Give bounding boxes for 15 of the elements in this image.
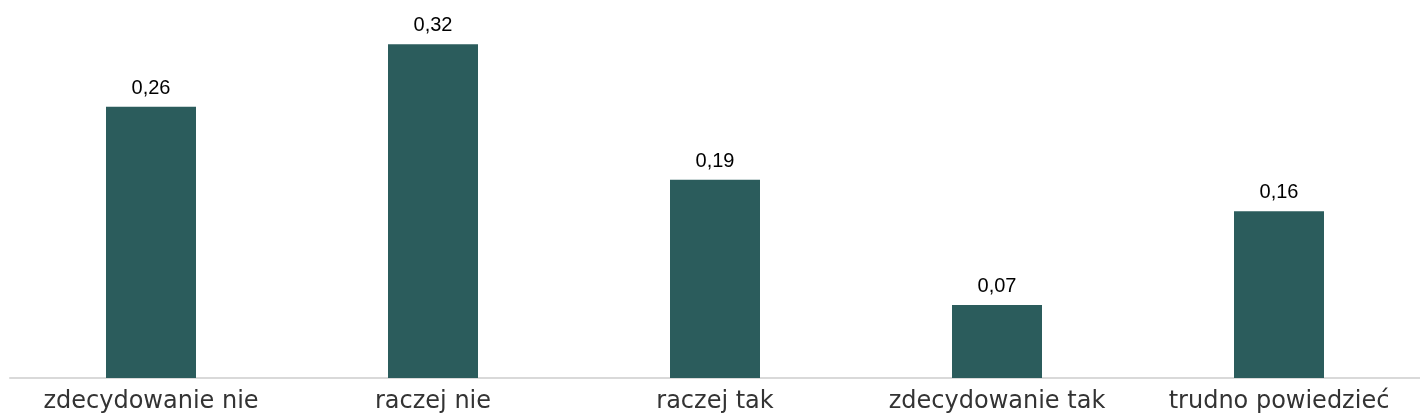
- bar: [1234, 211, 1324, 378]
- x-tick-label: raczej nie: [374, 386, 492, 414]
- data-label: 0,26: [131, 75, 171, 98]
- x-tick-label: trudno powiedzieć: [1168, 386, 1390, 414]
- bar: [670, 179, 760, 378]
- data-label: 0,16: [1259, 180, 1299, 203]
- x-tick-label: zdecydowanie tak: [888, 386, 1106, 414]
- data-label: 0,07: [977, 274, 1017, 296]
- bar: [388, 44, 478, 378]
- data-label: 0,19: [695, 148, 735, 171]
- bar: [952, 305, 1042, 378]
- x-tick-label: raczej tak: [656, 386, 774, 414]
- data-label: 0,32: [413, 13, 453, 36]
- bar: [106, 106, 196, 378]
- x-tick-label: zdecydowanie nie: [43, 386, 259, 414]
